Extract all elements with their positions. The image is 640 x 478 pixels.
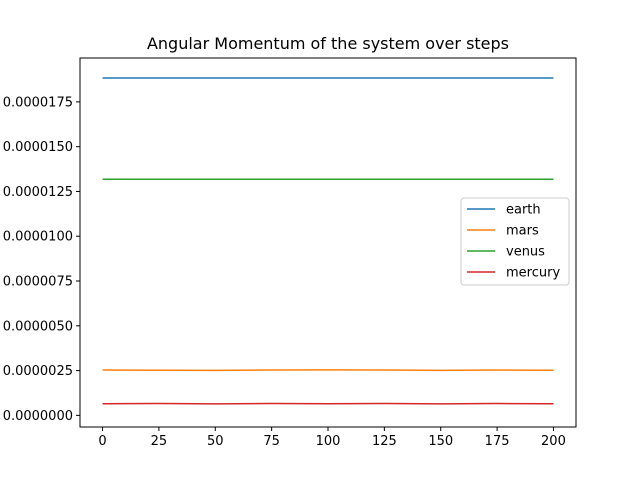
- legend-label-venus: venus: [506, 245, 545, 260]
- y-tick-label: 0.0000000: [3, 409, 73, 424]
- x-tick-label: 200: [541, 434, 566, 449]
- x-tick-label: 75: [263, 434, 280, 449]
- x-tick-label: 125: [372, 434, 397, 449]
- y-tick-label: 0.0000100: [3, 230, 73, 245]
- y-axis: 0.0000000 0.0000025 0.0000050 0.0000075 0.00…: [3, 95, 80, 424]
- legend-label-mars: mars: [506, 224, 539, 239]
- x-tick-label: 50: [207, 434, 224, 449]
- x-tick-label: 100: [316, 434, 341, 449]
- x-tick-label: 25: [151, 434, 168, 449]
- y-tick-label: 0.0000075: [3, 275, 73, 290]
- x-axis: 0 25 50 75 100 125 150 175 200: [98, 427, 566, 449]
- series-line-mars: [102, 369, 554, 372]
- legend-label-earth: earth: [506, 203, 541, 218]
- x-tick-label: 150: [428, 434, 453, 449]
- y-tick-label: 0.0000150: [3, 140, 73, 155]
- series-layer: [102, 77, 554, 405]
- legend-label-mercury: mercury: [506, 266, 560, 281]
- y-tick-label: 0.0000025: [3, 364, 73, 379]
- y-tick-label: 0.0000050: [3, 319, 73, 334]
- legend: earth mars venus mercury: [460, 197, 570, 286]
- x-tick-label: 175: [485, 434, 510, 449]
- legend-box: [460, 197, 570, 286]
- y-tick-label: 0.0000175: [3, 95, 73, 110]
- y-tick-label: 0.0000125: [3, 185, 73, 200]
- chart-title: Angular Momentum of the system over step…: [147, 34, 509, 53]
- x-tick-label: 0: [98, 434, 106, 449]
